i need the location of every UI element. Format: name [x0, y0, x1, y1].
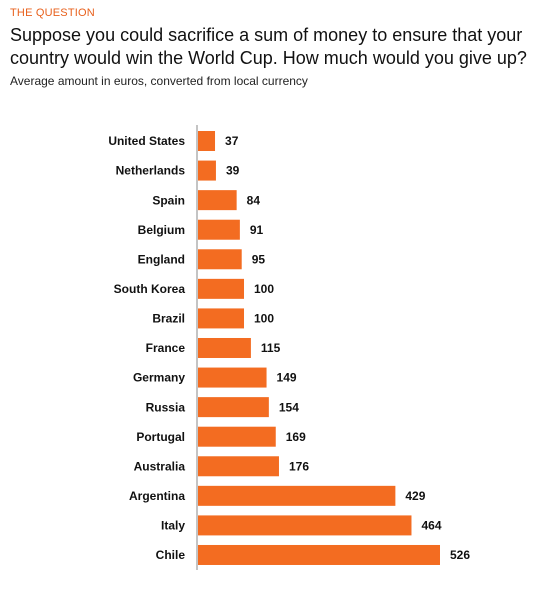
category-label: Germany: [133, 371, 185, 385]
value-label: 39: [226, 164, 240, 178]
category-label: South Korea: [114, 282, 186, 296]
bar: [198, 249, 242, 270]
category-label: France: [146, 341, 186, 355]
value-label: 149: [277, 371, 297, 385]
bar: [198, 544, 440, 565]
value-label: 176: [289, 459, 309, 473]
bar: [198, 367, 267, 388]
category-label: Russia: [146, 400, 186, 414]
value-label: 95: [252, 252, 266, 266]
category-label: Netherlands: [116, 164, 186, 178]
bar: [198, 278, 245, 299]
value-label: 100: [254, 312, 274, 326]
category-label: Spain: [152, 193, 185, 207]
value-label: 37: [225, 134, 239, 148]
value-label: 84: [247, 193, 261, 207]
kicker: THE QUESTION: [10, 7, 95, 19]
category-label: Australia: [134, 459, 186, 473]
category-label: Belgium: [138, 223, 185, 237]
bar: [198, 456, 279, 477]
bar: [198, 485, 396, 506]
category-label: England: [138, 252, 185, 266]
bar: [198, 219, 240, 240]
category-label: United States: [108, 134, 185, 148]
category-label: Brazil: [152, 312, 185, 326]
value-label: 154: [279, 400, 299, 414]
category-label: Italy: [161, 519, 185, 533]
value-label: 464: [421, 519, 441, 533]
value-label: 526: [450, 548, 470, 562]
bar: [198, 337, 251, 358]
value-label: 429: [405, 489, 425, 503]
value-label: 115: [261, 341, 281, 355]
bar: [198, 426, 276, 447]
value-label: 91: [250, 223, 264, 237]
bar: [198, 131, 216, 151]
category-label: Chile: [156, 548, 186, 562]
bar: [198, 397, 269, 418]
bar: [198, 515, 412, 536]
bar: [198, 308, 245, 329]
chart-title: Suppose you could sacrifice a sum of mon…: [10, 25, 527, 68]
bar: [198, 160, 216, 181]
bar: [198, 190, 237, 211]
chart-subtitle: Average amount in euros, converted from …: [10, 74, 308, 88]
category-label: Portugal: [136, 430, 185, 444]
value-label: 169: [286, 430, 306, 444]
value-label: 100: [254, 282, 274, 296]
category-label: Argentina: [129, 489, 185, 503]
